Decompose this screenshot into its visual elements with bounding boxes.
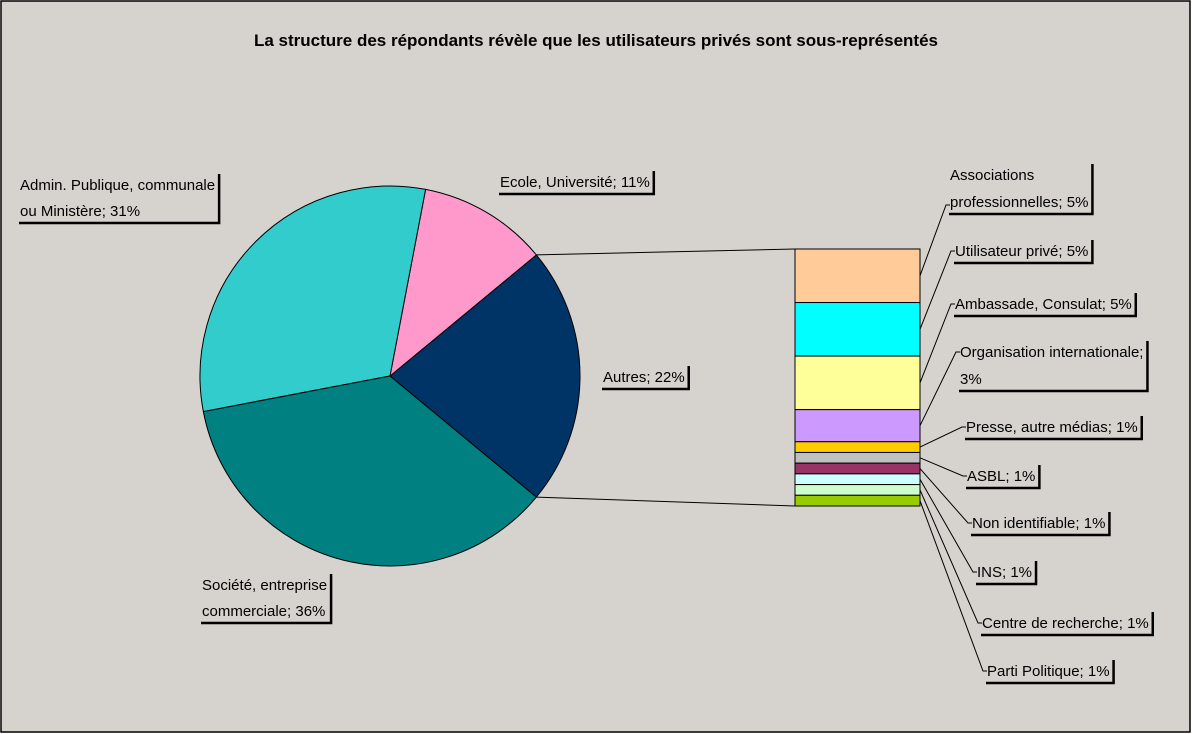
label-shadow bbox=[981, 612, 1155, 637]
label-shadow bbox=[499, 171, 656, 196]
label-shadow bbox=[954, 240, 1094, 265]
data-label: Organisation internationale; 3% bbox=[960, 344, 1143, 388]
label-shadow bbox=[965, 416, 1143, 441]
bar-segment bbox=[794, 302, 921, 357]
bar-segment bbox=[794, 484, 921, 496]
data-label: Centre de recherche; 1% bbox=[982, 615, 1149, 632]
leader-line bbox=[919, 204, 950, 276]
leader-line bbox=[919, 426, 966, 448]
data-label: Non identifiable; 1% bbox=[972, 515, 1105, 532]
label-shadow bbox=[602, 366, 690, 391]
data-label: INS; 1% bbox=[977, 564, 1032, 581]
data-label: Associations professionnelles; 5% bbox=[950, 167, 1088, 211]
label-shadow bbox=[986, 660, 1115, 685]
bar-segment bbox=[794, 462, 921, 475]
bar-segment bbox=[794, 494, 921, 507]
pie-slice bbox=[389, 188, 538, 378]
leader-line bbox=[919, 489, 982, 624]
leader-line bbox=[919, 250, 955, 330]
label-shadow bbox=[949, 164, 1094, 216]
data-label: Presse, autre médias; 1% bbox=[966, 419, 1138, 436]
bar-segment bbox=[794, 451, 921, 464]
label-shadow bbox=[971, 512, 1111, 537]
label-shadow bbox=[954, 293, 1138, 318]
connector bbox=[536, 496, 796, 507]
label-shadow bbox=[201, 574, 333, 625]
pie-slice bbox=[199, 185, 427, 413]
data-label: Utilisateur privé; 5% bbox=[955, 243, 1088, 260]
leader-line bbox=[919, 500, 987, 672]
label-shadow bbox=[966, 465, 1041, 490]
pie-slice bbox=[389, 254, 581, 498]
bar-segment bbox=[794, 409, 921, 443]
data-label: ASBL; 1% bbox=[967, 468, 1035, 485]
data-label: Autres; 22% bbox=[603, 369, 685, 386]
label-shadow bbox=[959, 341, 1149, 393]
data-label: Ambassade, Consulat; 5% bbox=[955, 296, 1132, 313]
bar-segment bbox=[794, 248, 921, 304]
leader-line bbox=[919, 351, 960, 426]
leader-line bbox=[919, 303, 955, 384]
label-shadow bbox=[976, 561, 1038, 586]
data-label: Parti Politique; 1% bbox=[987, 663, 1110, 680]
leader-line bbox=[919, 468, 972, 524]
chart-title: La structure des répondants révèle que l… bbox=[254, 31, 938, 50]
data-label: Admin. Publique, communale ou Ministère; … bbox=[20, 177, 215, 220]
label-shadow bbox=[19, 174, 221, 225]
data-label: Ecole, Université; 11% bbox=[500, 174, 650, 191]
connector bbox=[536, 248, 796, 256]
pie-slice bbox=[202, 375, 538, 567]
leader-line bbox=[919, 478, 977, 573]
bar-segment bbox=[794, 441, 921, 453]
bar-segment bbox=[794, 473, 921, 486]
data-label: Société, entreprise commerciale; 36% bbox=[202, 577, 327, 620]
bar-segment bbox=[794, 355, 921, 411]
leader-line bbox=[919, 457, 967, 477]
